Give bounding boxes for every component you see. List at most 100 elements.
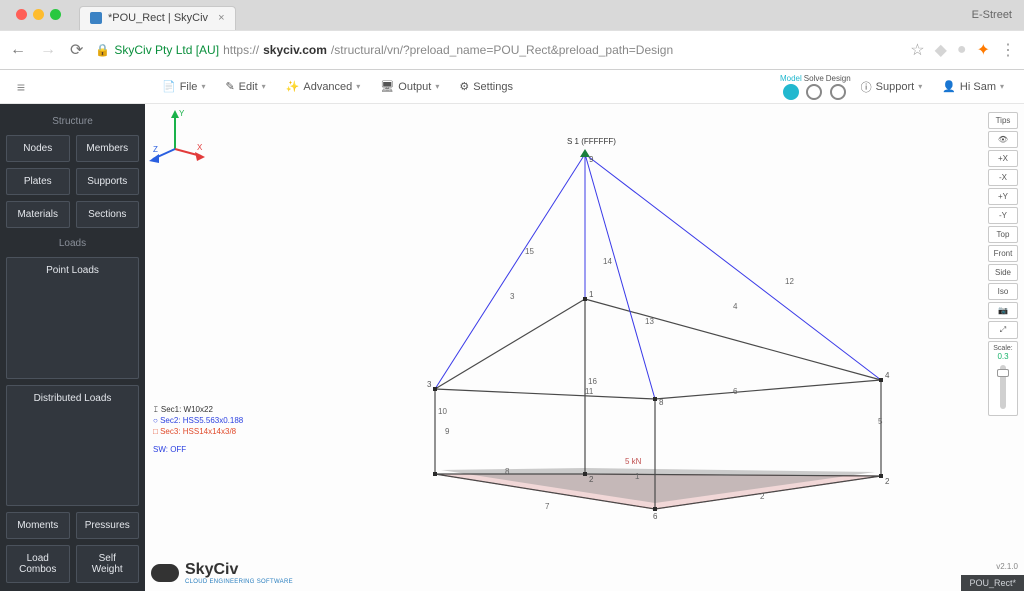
user-menu[interactable]: 👤 Hi Sam ▾	[932, 70, 1014, 103]
svg-text:12: 12	[785, 277, 794, 286]
address-bar: ← → ⟳ 🔒 SkyCiv Pty Ltd [AU] https:// sky…	[0, 30, 1024, 69]
app-toolbar: ≡ 📄 File ▾ ✎ Edit ▾ ✨ Advanced ▾ 🖥 Outpu…	[0, 70, 1024, 104]
svg-text:16: 16	[588, 377, 597, 386]
nodes-button[interactable]: Nodes	[6, 135, 70, 162]
status-bar: POU_Rect*	[961, 575, 1024, 591]
svg-text:6: 6	[653, 512, 658, 521]
edit-menu[interactable]: ✎ Edit ▾	[215, 70, 275, 103]
section-legend: 𝙸 Sec1: W10x22 ○ Sec2: HSS5.563x0.188 □ …	[153, 404, 243, 455]
maximize-window-icon[interactable]	[50, 9, 61, 20]
svg-text:11: 11	[585, 387, 594, 396]
hamburger-icon[interactable]: ≡	[10, 79, 32, 95]
file-menu[interactable]: 📄 File ▾	[152, 70, 215, 103]
svg-text:8: 8	[659, 398, 664, 407]
svg-text:1: 1	[635, 472, 640, 481]
supports-button[interactable]: Supports	[76, 168, 140, 195]
svg-text:14: 14	[603, 257, 612, 266]
left-sidebar: Structure NodesMembers PlatesSupports Ma…	[0, 104, 145, 591]
star-icon[interactable]: ☆	[910, 40, 924, 60]
point-loads-button[interactable]: Point Loads	[6, 257, 139, 379]
svg-text:2: 2	[760, 492, 765, 501]
svg-text:6: 6	[733, 387, 738, 396]
distributed-loads-button[interactable]: Distributed Loads	[6, 385, 139, 507]
menu-icon[interactable]: ⋮	[1000, 40, 1016, 60]
svg-text:4: 4	[885, 371, 890, 380]
version-label: v2.1.0	[996, 562, 1018, 571]
advanced-menu[interactable]: ✨ Advanced ▾	[276, 70, 371, 103]
model-svg[interactable]: 12342689S 1 (FFFFFF)12345678910111213141…	[145, 104, 1024, 591]
materials-button[interactable]: Materials	[6, 201, 70, 228]
svg-text:9: 9	[589, 155, 594, 164]
svg-text:3: 3	[510, 292, 515, 301]
svg-text:5 kN: 5 kN	[625, 457, 642, 466]
self-weight-button[interactable]: Self Weight	[76, 545, 140, 583]
pressures-button[interactable]: Pressures	[76, 512, 140, 539]
mode-design[interactable]: Design	[826, 74, 851, 100]
axes-gizmo: Y X Z	[145, 104, 205, 164]
cloud-icon	[151, 564, 179, 582]
load-combos-button[interactable]: Load Combos	[6, 545, 70, 583]
view-top[interactable]: Top	[988, 226, 1018, 243]
view-+y[interactable]: +Y	[988, 188, 1018, 205]
sections-button[interactable]: Sections	[76, 201, 140, 228]
svg-text:3: 3	[427, 380, 432, 389]
favicon-icon	[90, 12, 102, 24]
browser-chrome: *POU_Rect | SkyCiv × E-Street ← → ⟳ 🔒 Sk…	[0, 0, 1024, 70]
url-path: /structural/vn/?preload_name=POU_Rect&pr…	[331, 43, 673, 57]
browser-tab[interactable]: *POU_Rect | SkyCiv ×	[79, 6, 236, 30]
view-side[interactable]: Side	[988, 264, 1018, 281]
scale-box[interactable]: Scale:0.3	[988, 341, 1018, 416]
model-canvas[interactable]: 12342689S 1 (FFFFFF)12345678910111213141…	[145, 104, 1024, 591]
settings-button[interactable]: ⚙ Settings	[449, 70, 523, 103]
svg-text:X: X	[197, 143, 203, 152]
back-icon[interactable]: ←	[8, 41, 28, 59]
window-controls[interactable]	[8, 0, 69, 30]
close-window-icon[interactable]	[16, 9, 27, 20]
ext3-icon[interactable]: ✦	[977, 40, 990, 60]
url-host: https://	[223, 43, 259, 57]
url-domain: skyciv.com	[263, 43, 327, 57]
view-+x[interactable]: +X	[988, 150, 1018, 167]
forward-icon[interactable]: →	[38, 41, 58, 59]
tab-bar: *POU_Rect | SkyCiv × E-Street	[0, 0, 1024, 30]
svg-text:10: 10	[438, 407, 447, 416]
mode-model[interactable]: Model	[780, 74, 802, 100]
mode-solve[interactable]: Solve	[804, 74, 824, 100]
ext1-icon[interactable]: ◆	[935, 40, 947, 60]
svg-text:S 1 (FFFFFF): S 1 (FFFFFF)	[567, 137, 616, 146]
view--y[interactable]: -Y	[988, 207, 1018, 224]
svg-text:9: 9	[445, 427, 450, 436]
view--x[interactable]: -X	[988, 169, 1018, 186]
svg-text:8: 8	[505, 467, 510, 476]
view-toolbar: Tips 👁 +X -X +Y -Y Top Front Side Iso 📷 ⤢ Scale:0.3	[988, 112, 1018, 416]
svg-text:13: 13	[645, 317, 654, 326]
view-tips[interactable]: Tips	[988, 112, 1018, 129]
svg-text:4: 4	[733, 302, 738, 311]
output-menu[interactable]: 🖥 Output ▾	[370, 70, 449, 103]
structure-heading: Structure	[6, 112, 139, 129]
view-[interactable]: 📷	[988, 302, 1018, 319]
svg-text:2: 2	[885, 477, 890, 486]
svg-text:Z: Z	[153, 145, 158, 154]
svg-text:Y: Y	[179, 109, 185, 118]
skyciv-logo: SkyCivCLOUD ENGINEERING SOFTWARE	[151, 561, 293, 585]
url-field[interactable]: 🔒 SkyCiv Pty Ltd [AU] https:// skyciv.co…	[95, 43, 900, 57]
profile-label[interactable]: E-Street	[960, 3, 1024, 27]
svg-text:1: 1	[589, 290, 594, 299]
url-company: SkyCiv Pty Ltd [AU]	[114, 43, 219, 57]
moments-button[interactable]: Moments	[6, 512, 70, 539]
view-[interactable]: 👁	[988, 131, 1018, 148]
view-iso[interactable]: Iso	[988, 283, 1018, 300]
members-button[interactable]: Members	[76, 135, 140, 162]
loads-heading: Loads	[6, 234, 139, 251]
tab-close-icon[interactable]: ×	[218, 12, 224, 24]
view-front[interactable]: Front	[988, 245, 1018, 262]
reload-icon[interactable]: ⟳	[68, 40, 85, 60]
plates-button[interactable]: Plates	[6, 168, 70, 195]
svg-text:2: 2	[589, 475, 594, 484]
ext2-icon[interactable]: ●	[957, 41, 967, 59]
mode-switch[interactable]: Model Solve Design	[780, 74, 851, 100]
view-[interactable]: ⤢	[988, 321, 1018, 339]
minimize-window-icon[interactable]	[33, 9, 44, 20]
support-menu[interactable]: ⓘ Support ▾	[851, 70, 933, 103]
